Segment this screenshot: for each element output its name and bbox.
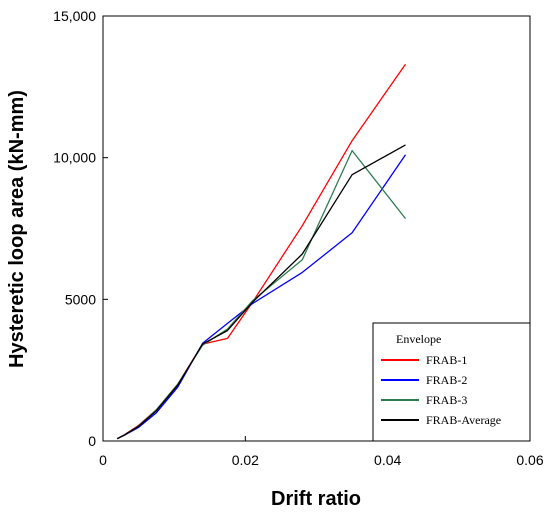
y-axis: 0 5000 10,000 15,000 [53,8,108,449]
series-line-frab-average [116,144,406,440]
legend-label-frab-average: FRAB-Average [426,413,501,427]
x-tick-label: 0 [99,452,107,468]
legend-label-frab-3: FRAB-3 [426,393,467,407]
series-line-frab-3 [116,149,407,440]
x-tick-label: 0.02 [232,452,259,468]
legend-box [372,322,531,442]
legend-title: Envelope [396,332,441,346]
series-lines [116,63,407,440]
y-tick-label: 0 [88,433,96,449]
x-axis-title: Drift ratio [271,488,361,510]
legend: Envelope FRAB-1 FRAB-2 FRAB-3 FRAB-Average [372,322,531,442]
legend-label-frab-2: FRAB-2 [426,373,467,387]
y-tick-label: 5000 [65,291,96,307]
series-line-frab-1 [116,63,407,440]
x-axis: 0 0.02 0.04 0.06 [99,436,544,468]
legend-items: FRAB-1 FRAB-2 FRAB-3 FRAB-Average [381,353,501,427]
y-tick-label: 15,000 [53,8,96,24]
x-tick-label: 0.06 [516,452,543,468]
series-line-frab-2 [116,154,407,440]
x-tick-label: 0.04 [374,452,401,468]
plot-frame [102,15,531,442]
y-tick-label: 10,000 [53,150,96,166]
y-axis-title: Hysteretic loop area (kN-mm) [6,90,28,368]
legend-label-frab-1: FRAB-1 [426,353,467,367]
